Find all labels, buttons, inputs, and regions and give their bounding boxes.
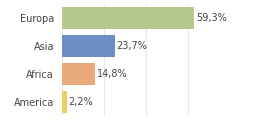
Bar (62, 91, 67, 113)
Text: 14,8%: 14,8% (97, 69, 127, 79)
Bar (62, 35, 115, 57)
Text: 59,3%: 59,3% (196, 13, 227, 23)
Text: 2,2%: 2,2% (68, 97, 93, 107)
Bar (62, 63, 95, 85)
Text: 23,7%: 23,7% (116, 41, 147, 51)
Bar (62, 7, 194, 29)
